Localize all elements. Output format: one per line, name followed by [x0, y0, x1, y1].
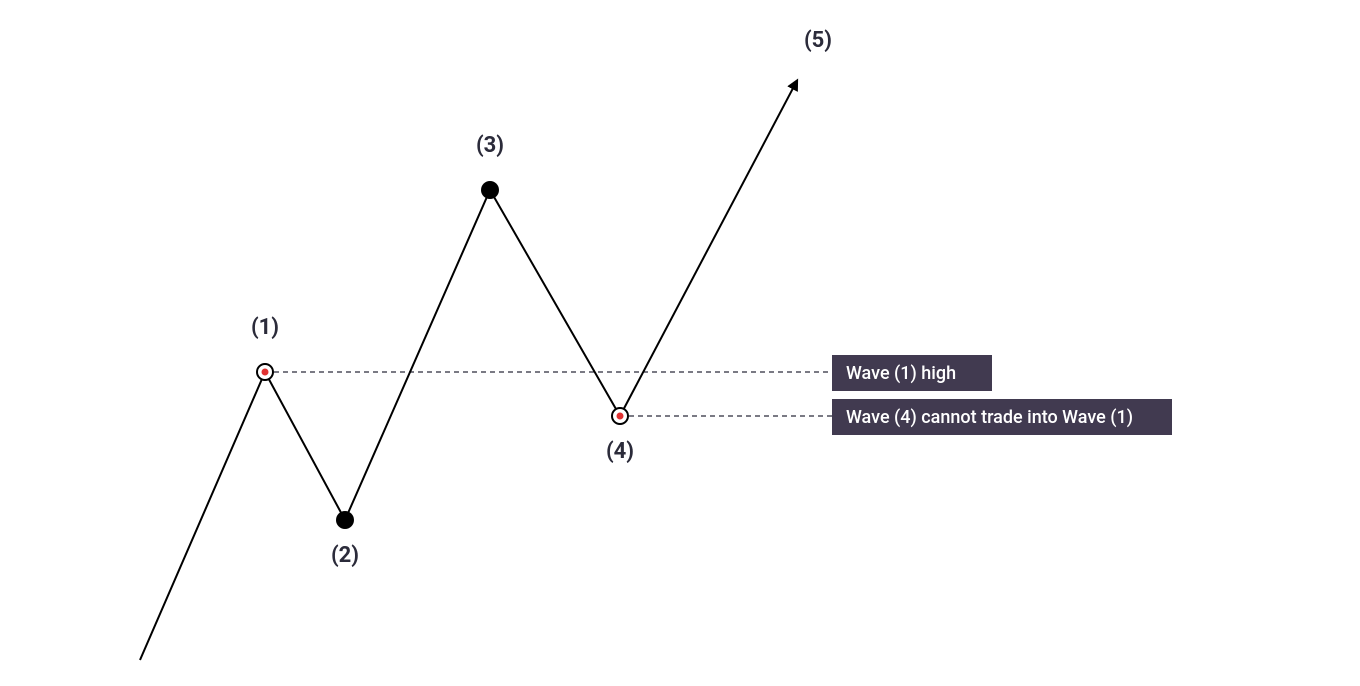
wave-labels: (1) (2) (3) (4) (5) [251, 28, 832, 568]
wave-label-p2: (2) [331, 543, 359, 568]
wave-label-p5: (5) [804, 28, 832, 53]
wave-point-p1-inner [262, 369, 269, 376]
wave-label-p4: (4) [606, 439, 634, 464]
callout-text-0: Wave (1) high [846, 363, 956, 384]
dashed-lines [265, 372, 832, 416]
wave-point-p4-inner [617, 413, 624, 420]
wave-label-p1: (1) [251, 315, 279, 340]
elliott-wave-diagram: Wave (1) high Wave (4) cannot trade into … [0, 0, 1360, 686]
wave-points [257, 181, 628, 529]
wave-point-p2 [336, 511, 354, 529]
wave-point-p3 [481, 181, 499, 199]
wave-line [140, 190, 620, 660]
wave-label-p3: (3) [476, 133, 504, 158]
wave-arrow-segment [620, 84, 795, 416]
callout-text-1: Wave (4) cannot trade into Wave (1) [846, 407, 1133, 428]
callout-boxes: Wave (1) high Wave (4) cannot trade into … [832, 355, 1172, 435]
